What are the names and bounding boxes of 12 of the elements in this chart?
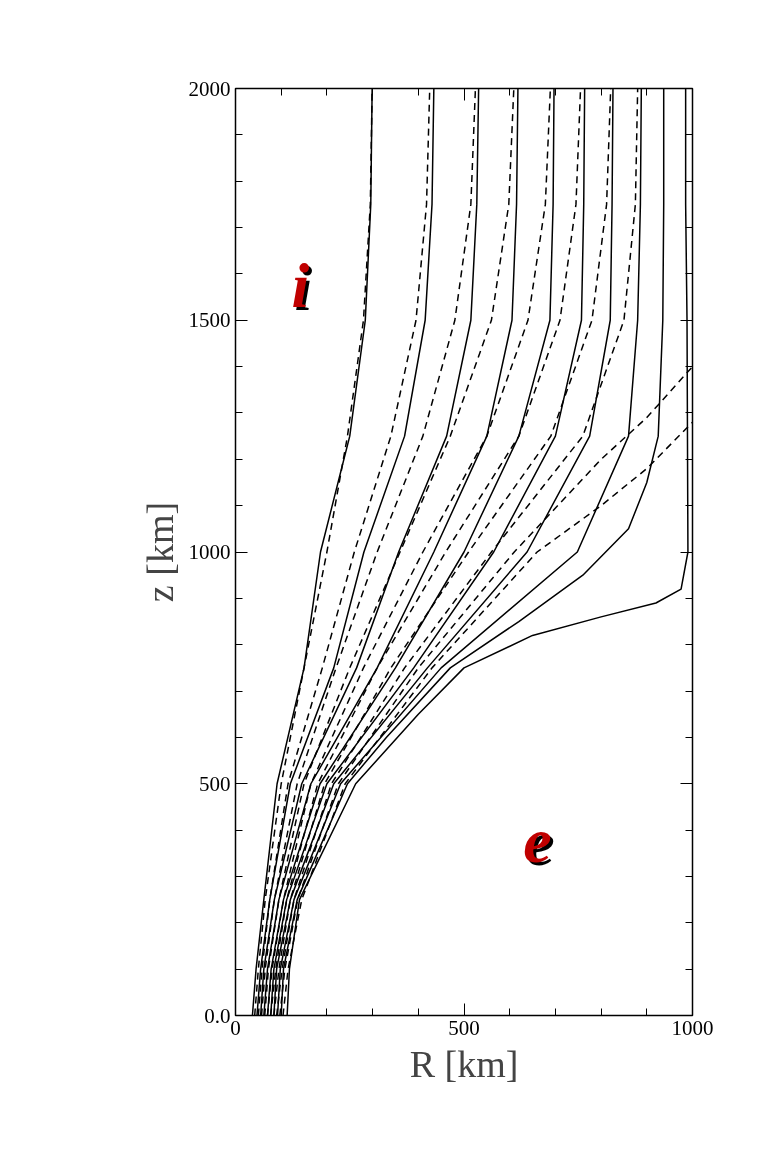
- x-tick-label: 500: [448, 1015, 480, 1040]
- y-tick-label: 2000: [188, 76, 231, 101]
- y-tick-label: 500: [199, 771, 231, 796]
- y-tick-label: 0.0: [204, 1003, 231, 1028]
- annotation: i: [294, 253, 313, 324]
- x-axis-title: R [km]: [409, 1042, 519, 1085]
- x-tick-label: 0: [230, 1015, 241, 1040]
- y-axis-title: z [km]: [138, 501, 181, 603]
- x-tick-label: 1000: [671, 1015, 714, 1040]
- annotation: e: [526, 807, 555, 879]
- y-tick-label: 1000: [188, 540, 231, 564]
- y-tick-label: 1500: [188, 308, 231, 333]
